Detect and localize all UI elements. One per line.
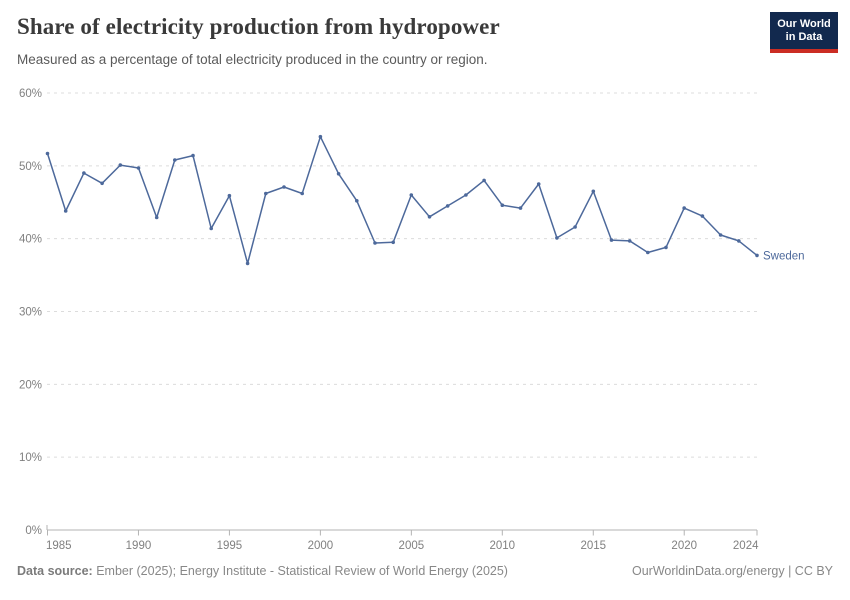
data-point[interactable] — [409, 193, 414, 197]
owid-logo-line2: in Data — [785, 30, 823, 43]
y-tick-label: 40% — [19, 234, 42, 246]
data-point[interactable] — [373, 241, 377, 245]
y-tick-label: 30% — [19, 307, 42, 319]
data-point[interactable] — [191, 153, 195, 158]
data-point[interactable] — [427, 215, 432, 219]
y-tick-label: 20% — [19, 379, 42, 391]
data-point[interactable] — [318, 134, 323, 139]
owid-logo-line1: Our World — [777, 17, 831, 30]
data-point[interactable] — [391, 240, 396, 245]
x-tick-label: 2000 — [308, 540, 334, 552]
data-point[interactable] — [300, 191, 305, 196]
data-point[interactable] — [100, 181, 104, 186]
data-point[interactable] — [136, 166, 141, 170]
data-line-sweden[interactable] — [46, 135, 758, 265]
data-point[interactable] — [336, 172, 341, 176]
data-point[interactable] — [264, 191, 268, 196]
x-tick-label: 2024 — [733, 540, 759, 552]
data-point[interactable] — [227, 193, 232, 198]
x-tick-label: 2020 — [671, 540, 697, 552]
data-point[interactable] — [464, 193, 468, 197]
data-point[interactable] — [627, 239, 632, 243]
page-subtitle: Measured as a percentage of total electr… — [17, 52, 488, 67]
data-point[interactable] — [737, 239, 741, 243]
data-point[interactable] — [118, 163, 123, 167]
data-point[interactable] — [82, 171, 86, 175]
x-tick-label: 2005 — [399, 540, 425, 552]
data-point[interactable] — [591, 189, 596, 194]
data-point[interactable] — [209, 226, 213, 231]
y-tick-label: 50% — [19, 161, 42, 173]
data-point[interactable] — [536, 182, 541, 186]
page-title: Share of electricity production from hyd… — [17, 14, 500, 39]
license-note[interactable]: OurWorldinData.org/energy | CC BY — [631, 564, 833, 578]
series-end-label[interactable]: Sweden — [763, 250, 805, 262]
chart-footer: Data source: Ember (2025); Energy Instit… — [17, 564, 833, 578]
data-source-text: Ember (2025); Energy Institute - Statist… — [92, 564, 508, 578]
data-point[interactable] — [682, 206, 686, 210]
data-point[interactable] — [154, 215, 159, 220]
data-point[interactable] — [45, 151, 50, 156]
data-point[interactable] — [355, 199, 359, 203]
data-point[interactable] — [482, 178, 486, 183]
data-point[interactable] — [700, 214, 705, 218]
data-point[interactable] — [173, 158, 177, 162]
owid-logo[interactable]: Our World in Data — [770, 12, 838, 53]
y-tick-label: 10% — [19, 452, 42, 464]
data-point[interactable] — [245, 261, 250, 266]
x-tick-label: 2010 — [490, 540, 516, 552]
y-tick-label: 0% — [25, 525, 42, 537]
y-tick-label: 60% — [19, 88, 42, 100]
data-point[interactable] — [555, 236, 559, 240]
data-point[interactable] — [609, 238, 614, 242]
x-tick-label: 1990 — [126, 540, 152, 552]
data-point[interactable] — [63, 209, 68, 213]
data-point[interactable] — [573, 225, 577, 229]
data-point[interactable] — [755, 253, 759, 258]
data-source-label: Data source: — [17, 564, 93, 578]
data-point[interactable] — [518, 206, 523, 210]
data-point[interactable] — [445, 204, 450, 208]
x-tick-label: 1985 — [46, 540, 72, 552]
data-point[interactable] — [718, 233, 723, 237]
data-point[interactable] — [646, 250, 650, 255]
data-source-note: Data source: Ember (2025); Energy Instit… — [17, 564, 508, 578]
data-point[interactable] — [282, 185, 286, 189]
x-tick-label: 1995 — [217, 540, 243, 552]
data-point[interactable] — [664, 245, 668, 250]
x-tick-label: 2015 — [580, 540, 606, 552]
data-point[interactable] — [500, 203, 505, 207]
